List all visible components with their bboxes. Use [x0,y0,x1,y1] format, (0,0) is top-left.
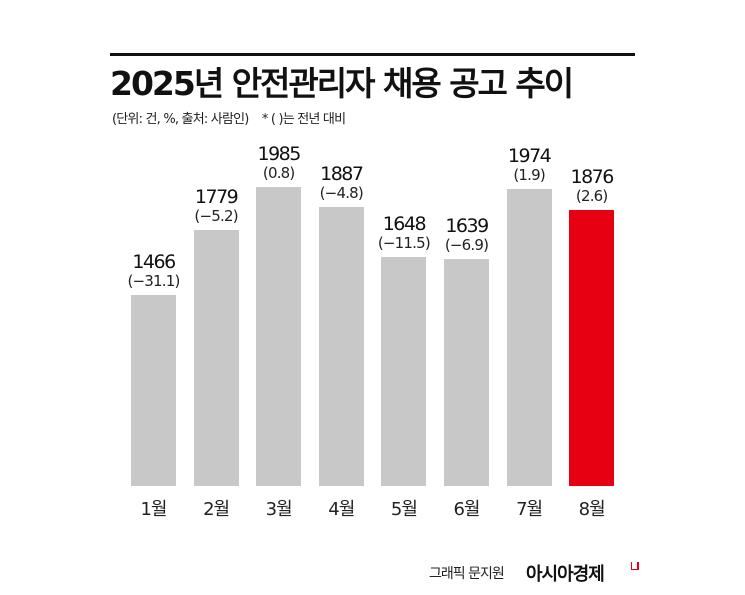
x-axis-label: 7월 [516,499,543,520]
bar-value-label: 1639 [445,215,489,237]
graphic-credit: 그래픽 문지원 [429,566,505,582]
bar-1 [131,295,176,486]
bar-8 [569,209,615,486]
x-axis-label: 1월 [140,499,167,520]
bar-5 [381,257,427,486]
x-axis-label: 4월 [328,499,355,520]
bar-yoy-change-label: (−11.5) [377,234,431,253]
bar-7 [506,189,552,486]
bar-6 [444,259,489,486]
brand-logo: 아시아경제 [526,564,605,585]
bar-yoy-change-label: (−31.1) [127,272,180,290]
x-axis-label: 3월 [265,499,293,520]
bar-yoy-change-label: (−6.9) [444,236,489,254]
bar-value-label: 1779 [194,185,239,208]
bar-value-label: 1887 [320,163,364,186]
chart-subtitle: (단위: 건, %, 출처: 사람인) * ( )는 전년 대비 [112,108,346,127]
bar-value-label: 1648 [382,213,427,236]
bar-4 [318,207,364,486]
x-axis-label: 5월 [390,499,418,520]
bar-yoy-change-label: (2.6) [575,186,608,205]
bar-value-label: 1876 [570,165,615,188]
bar-yoy-change-label: (1.9) [513,166,545,185]
bar-value-label: 1466 [132,251,176,273]
x-axis-label: 2월 [203,499,230,520]
unit-source-note: (단위: 건, %, 출처: 사람인) [112,112,249,127]
bar-2 [193,229,239,486]
bar-yoy-change-label: (0.8) [262,164,295,182]
bar-yoy-change-label: (−5.2) [194,206,238,225]
bar-value-label: 1985 [257,143,302,165]
x-axis-label: 8월 [578,499,606,520]
bar-yoy-change-label: (−4.8) [319,184,364,203]
top-rule [110,53,635,56]
bar-value-label: 1974 [507,145,552,168]
bar-3 [256,187,302,486]
yoy-note: * ( )는 전년 대비 [261,112,346,127]
x-axis-label: 6월 [453,499,480,520]
chart-title: 2025년 안전관리자 채용 공고 추이 [110,64,574,103]
brand-mark-icon [631,562,639,570]
